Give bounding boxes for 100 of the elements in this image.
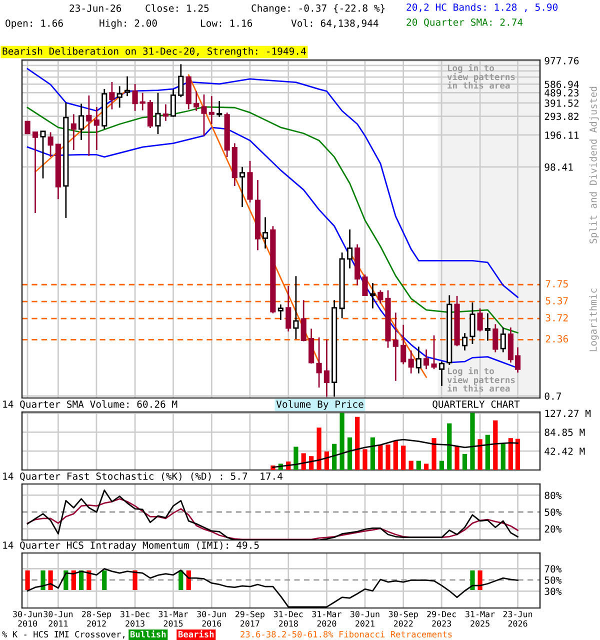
x-tick-label: 30-Jun 2016 <box>197 610 226 627</box>
candlestick <box>293 275 299 340</box>
legend-title: % K - HCS IMI Crossover, <box>2 631 124 639</box>
y-tick-label: 127.27 M <box>545 410 591 417</box>
candlestick <box>300 299 306 342</box>
y-tick-label: 586.94 <box>544 80 579 88</box>
x-tick-label: 31-Dec 2013 <box>120 610 150 627</box>
candlestick <box>400 324 406 365</box>
candlestick <box>178 64 184 98</box>
text: Logarithmic <box>589 288 599 352</box>
text: Bearish <box>178 630 214 638</box>
text: Vol: 64,138,944 <box>291 19 378 28</box>
bar <box>294 446 298 470</box>
bar <box>500 444 506 470</box>
chart-title: 14 Quarter SMA Volume: 60.26 M <box>3 400 178 409</box>
text: Low: 1.16 <box>201 19 252 27</box>
candlestick <box>484 312 490 342</box>
bar <box>447 423 452 470</box>
candlestick <box>124 76 130 97</box>
candlestick <box>194 90 200 112</box>
x-tick-label: 29-Dec 2023 <box>427 610 456 627</box>
ref-line-label: 7.75 <box>546 280 568 288</box>
y-tick-label: 70% <box>544 565 562 573</box>
y-tick-label: 293.82 <box>544 112 578 120</box>
line-series <box>272 438 518 468</box>
bar <box>478 439 482 470</box>
bar <box>324 451 329 470</box>
bar <box>401 446 406 470</box>
candlestick <box>431 334 437 370</box>
candlestick <box>462 332 468 352</box>
text: Change: -0.37 {-22.8 %} <box>252 4 385 14</box>
candlestick <box>316 336 322 388</box>
text: Bullish <box>130 630 166 638</box>
bar <box>508 438 513 470</box>
x-tick-label: 30-Jun 2021 <box>350 610 380 627</box>
bar <box>393 440 398 470</box>
bar <box>470 412 475 470</box>
text: Volume By Price <box>276 400 364 410</box>
candlestick <box>278 304 284 321</box>
bar <box>370 437 376 470</box>
candlestick <box>392 312 398 382</box>
text: 23-Jun-26 <box>70 4 122 12</box>
bar <box>340 412 344 470</box>
bar <box>515 438 520 470</box>
x-tick-label: 23-Jun 2026 <box>503 610 532 627</box>
x-tick-label: 31-Mar 2020 <box>312 610 342 627</box>
bar <box>432 438 436 470</box>
text: 23.6-38.2-50-61.8% Fibonacci Retracements <box>240 630 452 638</box>
x-tick-label: 31-Dec 2018 <box>274 610 303 627</box>
bar <box>408 460 414 470</box>
candlestick <box>109 81 115 110</box>
candlestick <box>239 166 246 208</box>
bar <box>416 460 421 470</box>
y-tick-label: 977.76 <box>544 57 579 64</box>
y-tick-label: 42.42 M <box>544 448 585 455</box>
bar <box>485 434 490 470</box>
text: QUARTERLY CHART <box>432 400 520 409</box>
annotation: Log in to view patterns in this area <box>447 366 515 392</box>
line-series <box>26 498 518 540</box>
bar <box>332 444 337 470</box>
annotation: Log in to view patterns in this area <box>447 64 515 89</box>
y-tick-label: 391.52 <box>544 99 578 107</box>
candlestick <box>147 99 154 129</box>
bar <box>362 449 368 470</box>
text: Close: 1.25 <box>146 4 209 12</box>
candlestick <box>170 88 176 118</box>
bar <box>424 464 429 470</box>
chart-title: Bearish Deliberation on 31-Dec-20, Strength: -1949.4 <box>2 47 306 57</box>
candlestick <box>438 360 445 387</box>
candlestick <box>370 282 376 310</box>
bar <box>386 444 390 470</box>
candlestick <box>216 100 222 118</box>
text: 20,2 HC Bands: 1.28 , 5.90 <box>406 3 558 12</box>
candlestick <box>470 302 476 345</box>
candlestick <box>423 348 430 370</box>
y-tick-label: 80% <box>544 492 562 500</box>
bar <box>439 460 444 470</box>
candlestick <box>362 274 368 296</box>
y-tick-label: 0.7 <box>544 392 561 400</box>
candlestick <box>416 346 422 374</box>
candlestick <box>477 308 483 332</box>
x-tick-label: 31-Mar 2025 <box>466 610 495 627</box>
candlestick <box>140 92 146 112</box>
x-tick-label: 30-Jun 2010 <box>13 610 42 627</box>
y-tick-label: 30% <box>544 588 562 596</box>
candlestick <box>308 328 314 364</box>
y-tick-label: 196.11 <box>545 131 579 139</box>
ref-line-label: 3.72 <box>546 314 568 322</box>
bar <box>454 446 460 470</box>
candlestick <box>132 83 138 112</box>
candlestick <box>32 131 38 214</box>
chart-title: 14 Quarter Fast Stochastic (%K) (%D) : 5.7 17.4 <box>3 472 282 481</box>
bar <box>378 444 383 470</box>
candlestick <box>48 132 54 158</box>
x-tick-label: 31-Mar 2015 <box>158 610 188 627</box>
y-tick-label: 50% <box>544 576 562 584</box>
chart-title: 14 Quarter HCS Intraday Momentum (IMI): 49.5 <box>3 541 259 551</box>
candlestick <box>324 338 330 398</box>
bar <box>347 437 352 470</box>
candlestick <box>286 285 292 332</box>
